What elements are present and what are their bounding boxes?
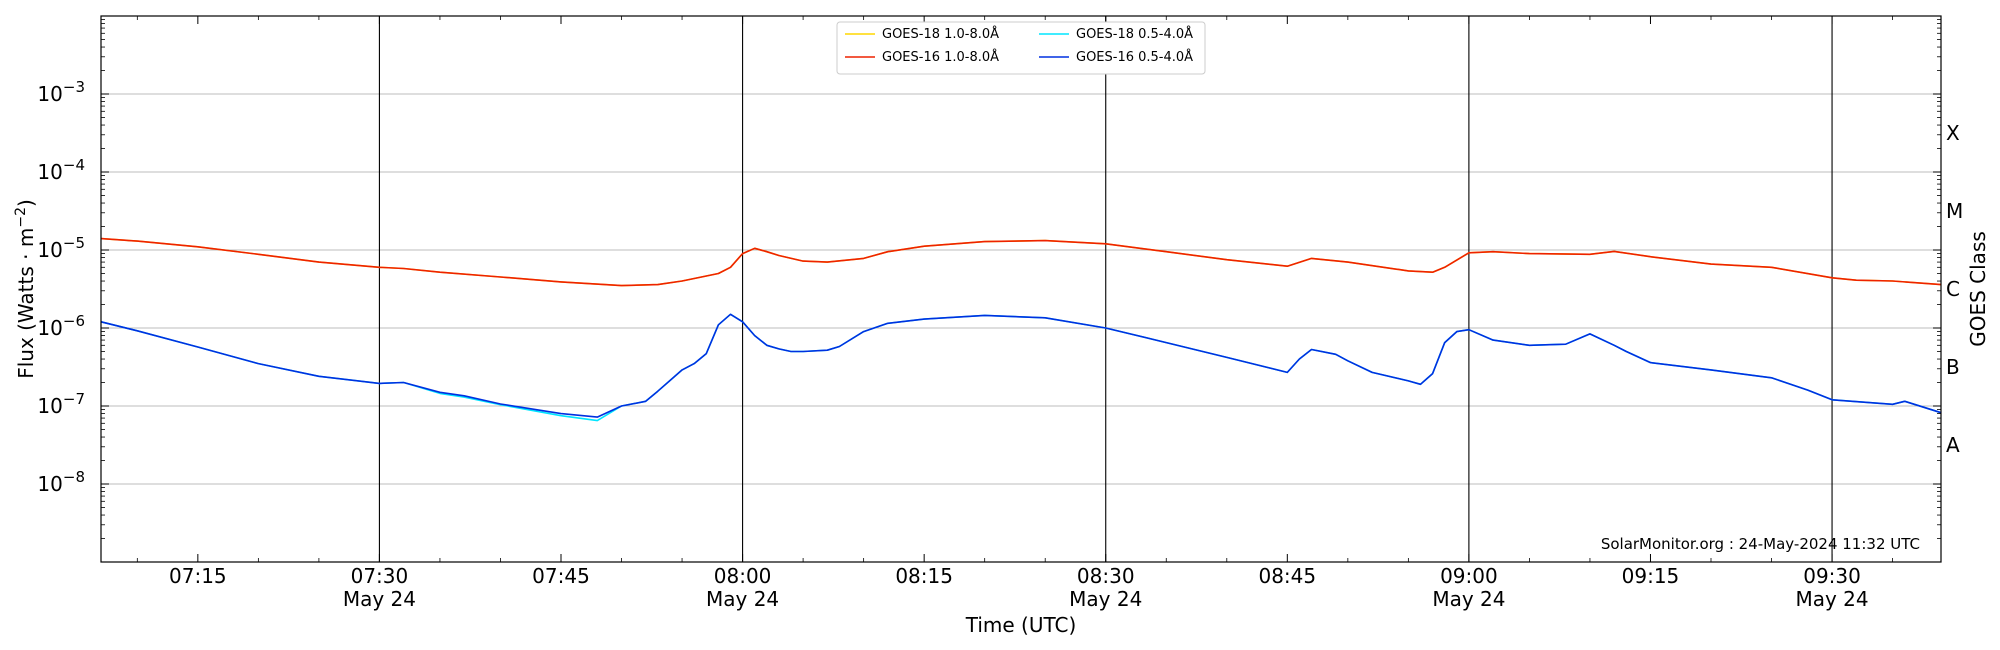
x-tick-label: 07:30 <box>351 564 409 588</box>
legend-label: GOES-18 0.5-4.0Å <box>1076 26 1193 42</box>
y-tick-label: 10−5 <box>37 234 85 262</box>
goes-class-label: B <box>1946 355 1960 379</box>
x-tick-label: 09:15 <box>1622 564 1680 588</box>
x-tick-date-label: May 24 <box>1069 587 1142 611</box>
y-axis-label: Flux (Watts · m−2) <box>13 199 38 379</box>
grid-lines <box>101 93 1941 485</box>
legend-label: GOES-16 1.0-8.0Å <box>882 49 999 65</box>
series-line-4 <box>100 313 1942 418</box>
goes-class-label: C <box>1946 277 1960 301</box>
goes-class-axis-label: GOES Class <box>1966 231 1990 347</box>
day-hour-lines <box>378 16 1833 562</box>
x-tick-date-label: May 24 <box>1795 587 1868 611</box>
x-tick-label: 07:15 <box>169 564 227 588</box>
y-tick-label: 10−3 <box>37 78 85 106</box>
legend-label: GOES-18 1.0-8.0Å <box>882 26 999 42</box>
x-tick-date-label: May 24 <box>1432 587 1505 611</box>
y-tick-label: 10−8 <box>37 468 85 496</box>
x-tick-label: 09:30 <box>1803 564 1861 588</box>
series-lines <box>100 237 1942 422</box>
goes-class-label: A <box>1946 433 1960 457</box>
legend: GOES-18 1.0-8.0Å GOES-16 1.0-8.0Å GOES-18 … <box>836 21 1206 75</box>
y-tick-label: 10−6 <box>37 312 85 340</box>
legend-box <box>836 21 1206 75</box>
x-tick-date-label: May 24 <box>343 587 416 611</box>
credit-text: SolarMonitor.org : 24-May-2024 11:32 UTC <box>1601 535 1920 553</box>
goes-class-label: M <box>1946 199 1963 223</box>
plot-frame <box>100 15 1942 563</box>
y-tick-label: 10−4 <box>37 156 85 184</box>
x-tick-label: 08:45 <box>1258 564 1316 588</box>
x-tick-label: 07:45 <box>532 564 590 588</box>
x-tick-label: 08:30 <box>1077 564 1135 588</box>
x-tick-label: 08:15 <box>895 564 953 588</box>
x-tick-date-label: May 24 <box>706 587 779 611</box>
series-line-2 <box>100 237 1942 287</box>
legend-label: GOES-16 0.5-4.0Å <box>1076 49 1193 65</box>
x-tick-label: 08:00 <box>714 564 772 588</box>
goes-class-label: X <box>1946 121 1960 145</box>
x-axis-label: Time (UTC) <box>965 613 1077 637</box>
x-tick-label: 09:00 <box>1440 564 1498 588</box>
y-tick-label: 10−7 <box>37 390 85 418</box>
